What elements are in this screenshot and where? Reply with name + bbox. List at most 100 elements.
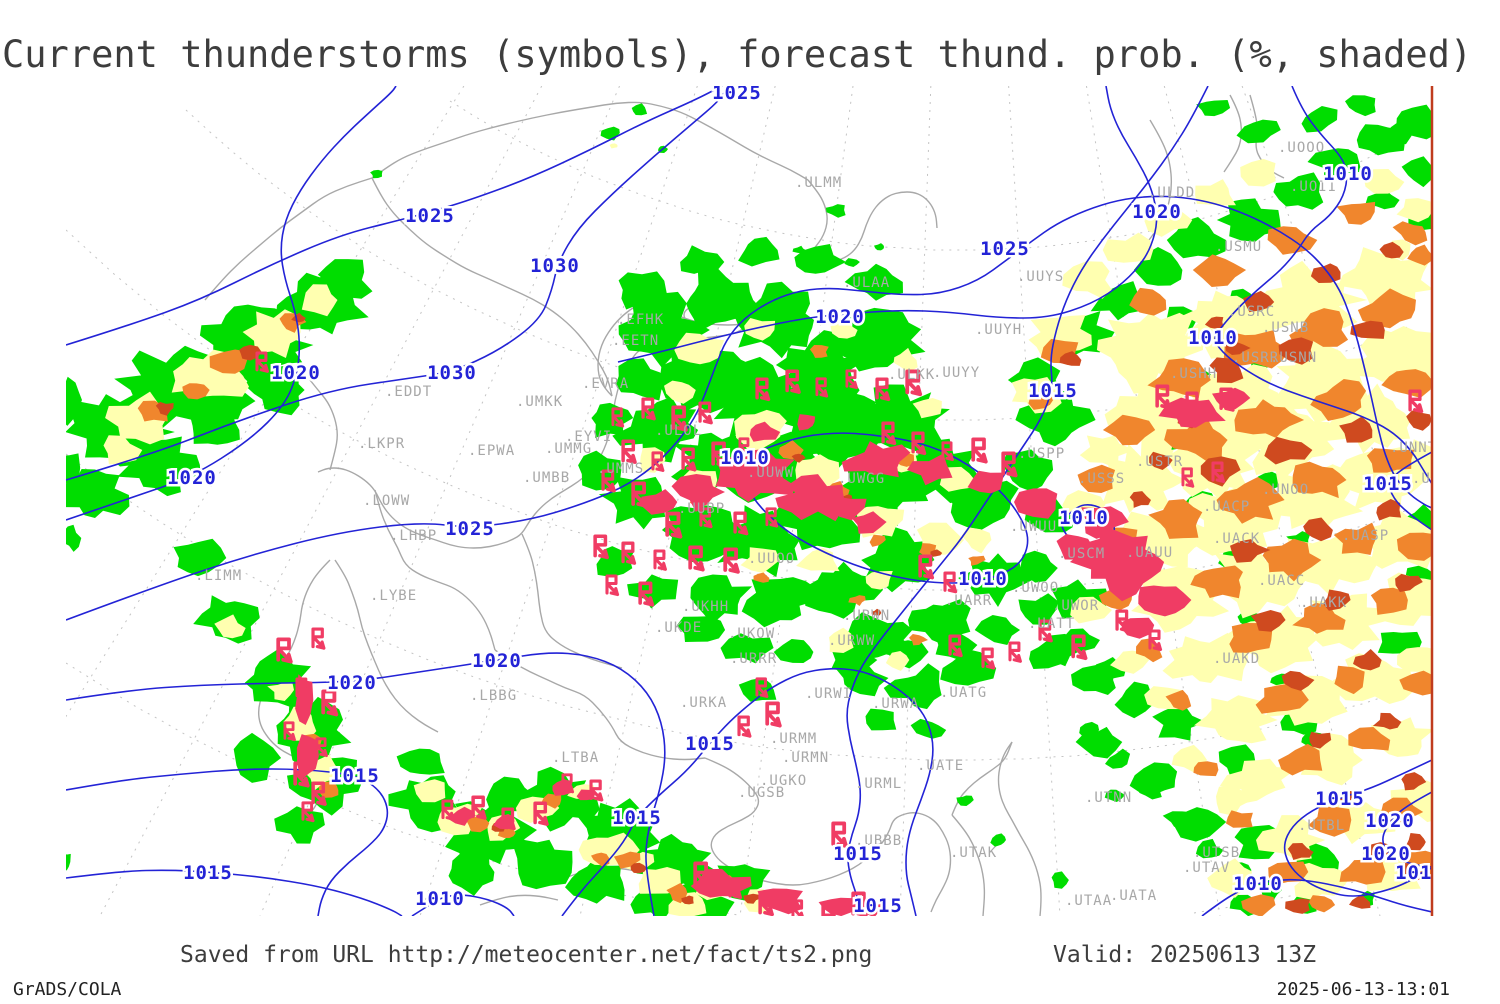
isobar-value-label: 1025 <box>980 238 1030 260</box>
valid-time-text: Valid: 20250613 13Z <box>1053 942 1317 968</box>
isobar-value-label: 1010 <box>415 888 465 910</box>
map-layers: .ULMM .ULAA .ULDD .UUYS .UUYH .ULKK.UUYY .EFHK… <box>66 86 1459 917</box>
isobar-labels: 1025 1025 1030 1030 1020 1020 1025 1025 1020 1020… <box>165 86 1445 917</box>
isobar-value-label: 1010 <box>1233 873 1283 895</box>
station-id-label: .URMM <box>770 731 817 747</box>
station-id-label: .URWA <box>872 696 919 712</box>
isobar-value-label: 1010 <box>958 568 1008 590</box>
isobar-value-label: 1015 <box>685 733 735 755</box>
isobar-value-label: 1010 <box>720 447 770 469</box>
station-id-label: .USNN <box>1270 350 1317 366</box>
station-id-label: .UTSB <box>1193 845 1240 861</box>
page-title: Current thunderstorms (symbols), forecas… <box>2 33 1473 76</box>
thunderstorm-icon <box>311 627 326 650</box>
station-id-label: .UNNT <box>1390 440 1437 456</box>
station-id-label: .LIMM <box>195 568 242 584</box>
station-id-label: .USCM <box>1058 546 1105 562</box>
station-id-label: .UKHH <box>682 599 729 615</box>
station-id-label: .UASP <box>1342 528 1389 544</box>
station-id-label: .UNBB <box>1412 471 1459 487</box>
isobar-value-label: 1030 <box>427 362 477 384</box>
isobar-value-label: 1015 <box>1315 788 1365 810</box>
station-id-label: .ULKK <box>888 367 935 383</box>
station-id-label: .UWOO <box>1012 580 1059 596</box>
generation-timestamp-text: 2025-06-13-13:01 <box>1276 979 1450 1000</box>
station-id-label: .UUYS <box>1017 269 1064 285</box>
isobar-value-label: 1010 <box>1188 327 1238 349</box>
isobar-value-label: 1030 <box>530 255 580 277</box>
isobar-value-label: 1015 <box>1028 380 1078 402</box>
station-id-label: .EETN <box>612 333 659 349</box>
station-id-label: .UUWW <box>747 465 794 481</box>
station-id-label: .UKDE <box>655 620 702 636</box>
station-id-label: .URML <box>855 776 902 792</box>
station-id-label: .UAKD <box>1213 651 1260 667</box>
isobar-value-label: 1015 <box>853 895 903 917</box>
station-id-label: .UACK <box>1213 531 1260 547</box>
isobar-value-label: 1020 <box>1361 843 1411 865</box>
station-id-label: .UTBL <box>1298 818 1345 834</box>
isobar-value-label: 1015 <box>1395 862 1445 884</box>
station-id-label: .EVRA <box>582 376 629 392</box>
station-id-label: .USSS <box>1078 471 1125 487</box>
station-id-label: .UMKK <box>516 394 563 410</box>
station-id-label: .UKOW <box>728 626 775 642</box>
station-id-label: .UMBB <box>523 470 570 486</box>
saved-from-url-text: Saved from URL http://meteocenter.net/fa… <box>180 942 873 968</box>
station-id-label: .UUYY <box>933 365 980 381</box>
station-id-label: .UATT <box>1028 616 1075 632</box>
station-id-label: .UMMS <box>597 461 644 477</box>
station-id-label: .USNB <box>1262 320 1309 336</box>
station-id-label: .EYVI <box>565 429 612 445</box>
prob-shading-red <box>155 241 1432 914</box>
station-id-label: .LKPR <box>358 436 405 452</box>
station-id-label: .LTBA <box>552 750 599 766</box>
station-id-label: .LYBE <box>370 588 417 604</box>
station-id-label: .UTAA <box>1065 893 1112 909</box>
station-id-label: .ULMM <box>795 175 842 191</box>
station-id-label: .UBBB <box>855 833 902 849</box>
station-id-label: .LBBG <box>470 688 517 704</box>
station-id-label: .UOII <box>1290 179 1337 195</box>
station-id-label: .UNOO <box>1262 482 1309 498</box>
station-id-label: .UATG <box>940 685 987 701</box>
station-id-label: .UARR <box>945 593 992 609</box>
station-id-label: .UATE <box>917 758 964 774</box>
isobar-value-label: 1020 <box>815 306 865 328</box>
isobar-value-label: 1020 <box>1365 810 1415 832</box>
station-id-label: .UUOO <box>748 551 795 567</box>
station-id-label: .UTAK <box>950 845 997 861</box>
station-id-label: .LOWW <box>363 493 410 509</box>
station-id-label: .EDDT <box>385 384 432 400</box>
isobar-value-label: 1025 <box>405 205 455 227</box>
thunderstorm-icon <box>605 574 620 597</box>
isobar-value-label: 1020 <box>271 362 321 384</box>
station-id-label: .ULDD <box>1148 185 1195 201</box>
station-id-label: .USPP <box>1018 446 1065 462</box>
station-id-label: .EPWA <box>468 443 515 459</box>
station-id-label: .UACP <box>1203 499 1250 515</box>
station-id-label: .UUBP <box>678 501 725 517</box>
station-id-label: .ULOL <box>655 423 702 439</box>
station-id-label: .UTAV <box>1183 860 1230 876</box>
isobar-value-label: 1015 <box>330 765 380 787</box>
station-id-label: .UATA <box>1110 888 1157 904</box>
station-id-label: .UGSB <box>738 785 785 801</box>
station-id-label: .UGKO <box>760 773 807 789</box>
station-id-label: .UWOR <box>1052 598 1099 614</box>
station-labels: .ULMM .ULAA .ULDD .UUYS .UUYH .ULKK.UUYY .EFHK… <box>195 140 1459 909</box>
station-id-label: .USHH <box>1170 366 1217 382</box>
station-id-label: .LHBP <box>390 528 437 544</box>
thunderstorm-icon <box>765 701 782 728</box>
station-id-label: .UTNN <box>1085 790 1132 806</box>
isobar-value-label: 1015 <box>1363 473 1413 495</box>
isobar-value-label: 1010 <box>1059 507 1109 529</box>
thunderstorm-icon <box>737 715 752 738</box>
station-id-label: .UAKK <box>1300 595 1347 611</box>
station-id-label: .UWUU <box>1010 519 1057 535</box>
station-id-label: .UWGG <box>838 471 885 487</box>
isobar-value-label: 1020 <box>167 467 217 489</box>
station-id-label: .URWW <box>828 633 875 649</box>
station-id-label: .USTR <box>1136 454 1183 470</box>
